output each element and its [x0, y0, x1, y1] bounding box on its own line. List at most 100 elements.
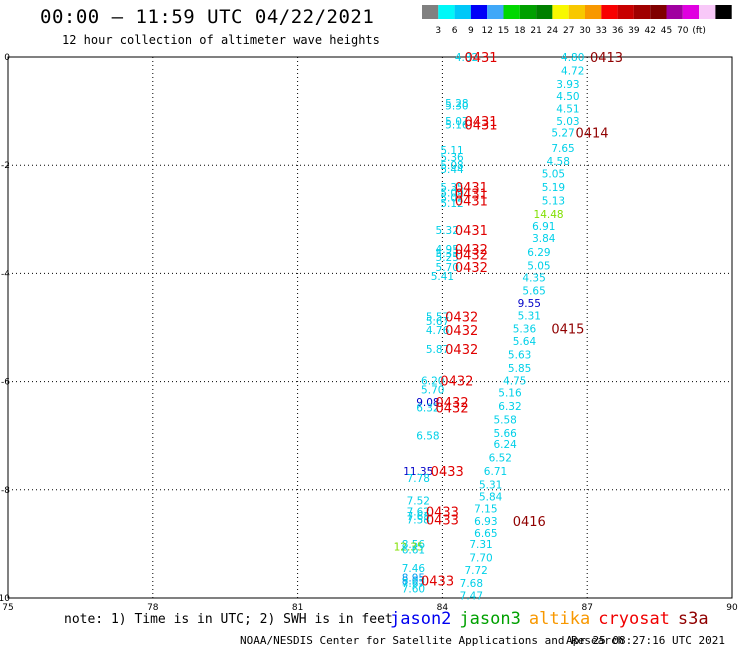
swh-data-label: 7.15: [474, 504, 497, 516]
swh-data-label: 5.05: [542, 168, 565, 180]
swh-data-label: 4.72: [561, 66, 584, 78]
x-tick-label: 87: [581, 603, 592, 613]
color-swatch: [536, 5, 553, 19]
satellite-legend-item: s3a: [677, 609, 709, 629]
time-marker-label: 0431: [464, 51, 497, 66]
swh-data-label: 5.64: [513, 336, 537, 348]
swh-data-label: 7.67: [402, 578, 425, 590]
color-scale-label: 45: [661, 26, 672, 36]
time-marker-label: 0431: [455, 194, 488, 209]
time-marker-label: 0432: [445, 324, 478, 339]
timestamp-text: Apr 25 08:27:16 UTC 2021: [566, 634, 725, 647]
satellite-legend-item: jason3: [459, 609, 521, 629]
swh-data-label: 7.52: [407, 496, 430, 508]
time-marker-label: 0433: [421, 575, 454, 590]
swh-data-label: 3.84: [532, 233, 556, 245]
color-scale-label: 12: [481, 26, 492, 36]
swh-data-label: 9.08: [416, 397, 439, 409]
color-scale-label: 39: [628, 26, 640, 36]
x-tick-label: 75: [2, 603, 13, 613]
color-swatch: [438, 5, 455, 19]
swh-data-label: 5.07: [445, 116, 468, 128]
swh-data-label: 6.32: [498, 401, 521, 413]
satellite-legend: jason2 jason3 altika cryosat s3a: [390, 609, 717, 629]
y-tick-label: -6: [1, 378, 10, 388]
swh-data-label: 6.61: [402, 544, 425, 556]
swh-data-label: 6.32: [416, 403, 439, 415]
swh-data-label: 4.51: [556, 103, 579, 115]
color-scale-label: 9: [468, 26, 474, 36]
swh-data-label: 6.20: [421, 376, 444, 388]
color-scale-label: 15: [498, 26, 509, 36]
color-scale-label: 33: [596, 26, 607, 36]
swh-data-label: 5.41: [431, 271, 454, 283]
time-marker-label: 0413: [590, 51, 623, 66]
color-swatch: [585, 5, 602, 19]
swh-data-label: 7.63: [407, 511, 430, 523]
swh-data-label: 5.11: [440, 145, 463, 157]
swh-data-label: 4.50: [556, 91, 579, 103]
swh-data-label: 5.30: [445, 101, 468, 113]
swh-data-label: 5.35: [440, 182, 463, 194]
plot-frame: [7, 56, 733, 599]
swh-data-label: 4.82: [455, 52, 478, 64]
satellite-legend-item: cryosat: [598, 609, 670, 629]
color-swatch: [666, 5, 683, 19]
swh-data-label: 8.95: [402, 572, 425, 584]
time-marker-label: 0431: [464, 115, 497, 130]
color-scale-legend: 3 6 9 12 15 18 21 24 27 30 33 36 39 42 45 70 (ft): [422, 5, 732, 36]
swh-data-label: 4.75: [503, 376, 526, 388]
time-marker-label: 0431: [455, 187, 488, 202]
y-tick-label: 0: [4, 53, 10, 63]
swh-data-label: 6.24: [493, 439, 517, 451]
swh-data-label: 5.84: [479, 491, 503, 503]
x-tick-label: 90: [726, 603, 738, 613]
swh-data-label: 5.36: [513, 324, 537, 336]
swh-data-label: 6.93: [474, 516, 497, 528]
color-scale-label: 24: [547, 26, 559, 36]
color-scale-label: 36: [612, 26, 624, 36]
swh-data-label: 7.70: [469, 552, 492, 564]
swh-data-label: 6.52: [489, 452, 512, 464]
swh-data-label: 5.16: [498, 387, 522, 399]
swh-data-label: 7.68: [460, 578, 483, 590]
time-marker-label: 0432: [440, 375, 473, 390]
color-scale-label: 42: [644, 26, 655, 36]
satellite-legend-item: altika: [528, 609, 591, 629]
swh-data-label: 5.31: [479, 479, 502, 491]
swh-data-label: 8.56: [402, 539, 426, 551]
color-swatch: [568, 5, 585, 19]
swh-data-label: 14.48: [534, 209, 564, 221]
color-swatch: [454, 5, 471, 19]
x-tick-label: 78: [147, 603, 159, 613]
color-scale-label: 70: [677, 26, 689, 36]
swh-data-label: 5.63: [508, 350, 531, 362]
time-marker-label: 0432: [445, 311, 478, 326]
swh-data-label: 5.08: [440, 160, 463, 172]
swh-data-label: 5.32: [436, 225, 459, 237]
color-swatch: [487, 5, 504, 19]
swh-data-label: 5.31: [518, 311, 541, 323]
color-swatch: [552, 5, 569, 19]
swh-data-label: 6.71: [484, 466, 507, 478]
swh-data-label: 5.67: [426, 316, 449, 328]
time-marker-label: 0431: [455, 224, 488, 239]
time-marker-label: 0432: [455, 261, 488, 276]
swh-data-label: 5.05: [527, 260, 550, 272]
note-text: note: 1) Time is in UTC; 2) SWH is in fe…: [64, 612, 393, 627]
color-swatch: [519, 5, 537, 19]
swh-data-label: 7.47: [460, 590, 483, 602]
swh-data-label: 5.85: [508, 363, 531, 375]
time-marker-label: 0433: [426, 514, 459, 529]
time-marker-label: 0432: [436, 402, 469, 417]
swh-data-label: 5.70: [436, 262, 459, 274]
swh-data-label: 5.66: [493, 428, 517, 440]
swh-data-label: 5.27: [551, 128, 574, 140]
y-tick-label: -2: [1, 161, 10, 171]
color-swatch: [617, 5, 634, 19]
swh-data-label: 7.78: [407, 473, 430, 485]
color-swatch: [422, 5, 439, 19]
swh-data-label: 7.31: [469, 539, 492, 551]
color-swatch: [650, 5, 667, 19]
